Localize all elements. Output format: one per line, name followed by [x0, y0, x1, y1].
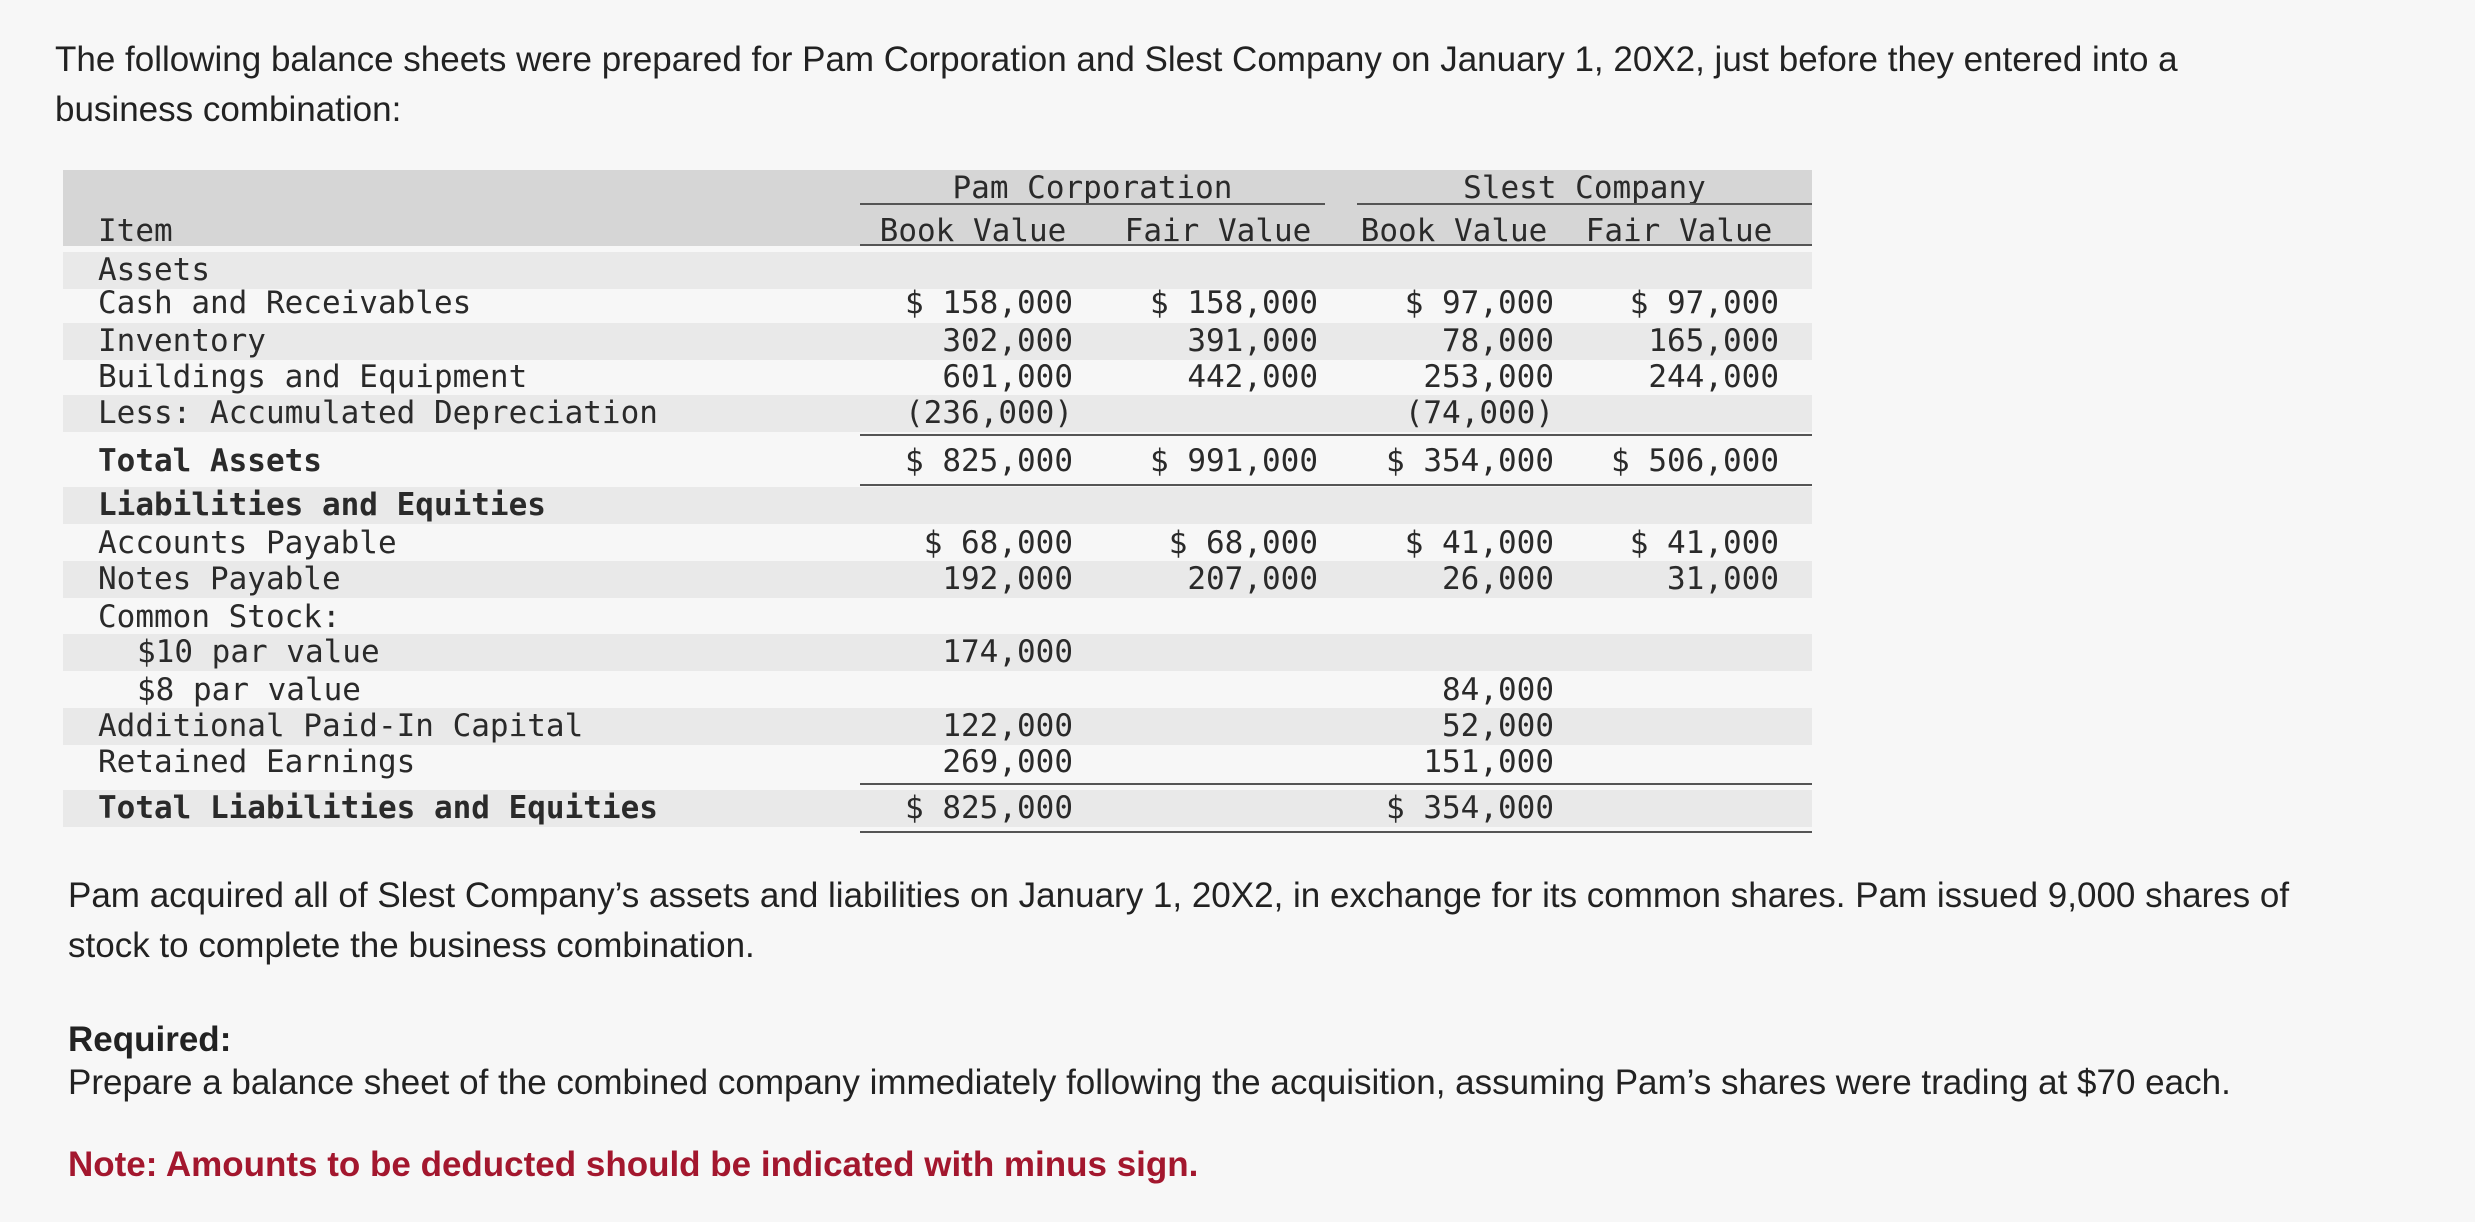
- required-note: Note: Amounts to be deducted should be i…: [68, 1145, 1199, 1184]
- total-rule: [860, 434, 1812, 436]
- row-stripe: [63, 487, 1812, 524]
- row-label: $8 par value: [137, 672, 361, 708]
- column-header: Fair Value: [1124, 213, 1312, 249]
- row-value: 31,000: [1667, 561, 1779, 597]
- row-value: 84,000: [1442, 672, 1554, 708]
- column-header: Book Value: [1360, 213, 1548, 249]
- row-label: Liabilities and Equities: [98, 487, 546, 523]
- row-value: 151,000: [1423, 744, 1554, 780]
- row-value: $ 354,000: [1386, 443, 1554, 479]
- row-value: (74,000): [1404, 395, 1554, 431]
- row-value: $ 68,000: [1168, 525, 1318, 561]
- group-header: Slest Company: [1463, 170, 1706, 206]
- row-label: Common Stock:: [98, 599, 341, 635]
- row-value: 207,000: [1187, 561, 1318, 597]
- row-value: $ 825,000: [905, 790, 1073, 826]
- required-text: Prepare a balance sheet of the combined …: [68, 1063, 2231, 1102]
- row-value: 244,000: [1648, 359, 1779, 395]
- row-label: Cash and Receivables: [98, 285, 472, 321]
- row-value: 302,000: [942, 323, 1073, 359]
- row-label: Buildings and Equipment: [98, 359, 528, 395]
- row-value: $ 41,000: [1404, 525, 1554, 561]
- intro: The following balance sheets were prepar…: [55, 40, 2178, 129]
- row-value: 253,000: [1423, 359, 1554, 395]
- paragraph: Pam acquired all of Slest Company’s asse…: [68, 876, 2290, 965]
- total-rule: [860, 830, 1812, 833]
- row-label: Less: Accumulated Depreciation: [98, 395, 658, 431]
- row-value: $ 825,000: [905, 443, 1073, 479]
- row-stripe: [63, 395, 1812, 432]
- row-value: $ 354,000: [1386, 790, 1554, 826]
- row-value: $ 41,000: [1629, 525, 1779, 561]
- row-value: 391,000: [1187, 323, 1318, 359]
- group-rule: [1357, 203, 1812, 205]
- row-stripe: [63, 323, 1812, 360]
- row-label: Total Liabilities and Equities: [98, 790, 658, 826]
- row-value: 122,000: [942, 708, 1073, 744]
- column-header: Book Value: [879, 213, 1067, 249]
- row-value: $ 506,000: [1611, 443, 1779, 479]
- row-stripe: [63, 634, 1812, 671]
- row-value: 165,000: [1648, 323, 1779, 359]
- row-stripe: [63, 708, 1812, 745]
- row-label: Accounts Payable: [98, 525, 397, 561]
- header-band: [63, 170, 1812, 246]
- row-stripe: [63, 252, 1812, 289]
- row-value: $ 97,000: [1629, 285, 1779, 321]
- row-value: $ 158,000: [905, 285, 1073, 321]
- row-value: $ 97,000: [1404, 285, 1554, 321]
- row-stripe: [63, 790, 1812, 827]
- row-label: Notes Payable: [98, 561, 341, 597]
- row-stripe: [63, 561, 1812, 598]
- row-label: Additional Paid-In Capital: [98, 708, 584, 744]
- row-value: 52,000: [1442, 708, 1554, 744]
- row-label: Total Assets: [98, 443, 322, 479]
- row-value: 601,000: [942, 359, 1073, 395]
- row-value: (236,000): [905, 395, 1073, 431]
- row-label: Retained Earnings: [98, 744, 416, 780]
- total-rule: [860, 783, 1812, 785]
- header-rule: [860, 244, 1812, 246]
- group-rule: [860, 203, 1325, 205]
- row-value: $ 158,000: [1150, 285, 1318, 321]
- column-header: Fair Value: [1585, 213, 1773, 249]
- row-value: 192,000: [942, 561, 1073, 597]
- row-value: $ 991,000: [1150, 443, 1318, 479]
- row-label: Assets: [98, 252, 210, 288]
- group-header: Pam Corporation: [952, 170, 1233, 206]
- row-value: 78,000: [1442, 323, 1554, 359]
- required-label: Required:: [68, 1020, 232, 1059]
- row-value: 442,000: [1187, 359, 1318, 395]
- row-label: Inventory: [98, 323, 266, 359]
- row-label: $10 par value: [137, 634, 380, 670]
- row-value: 269,000: [942, 744, 1073, 780]
- row-value: $ 68,000: [923, 525, 1073, 561]
- total-rule: [860, 483, 1812, 486]
- row-value: 174,000: [942, 634, 1073, 670]
- column-header: Item: [98, 213, 173, 249]
- row-value: 26,000: [1442, 561, 1554, 597]
